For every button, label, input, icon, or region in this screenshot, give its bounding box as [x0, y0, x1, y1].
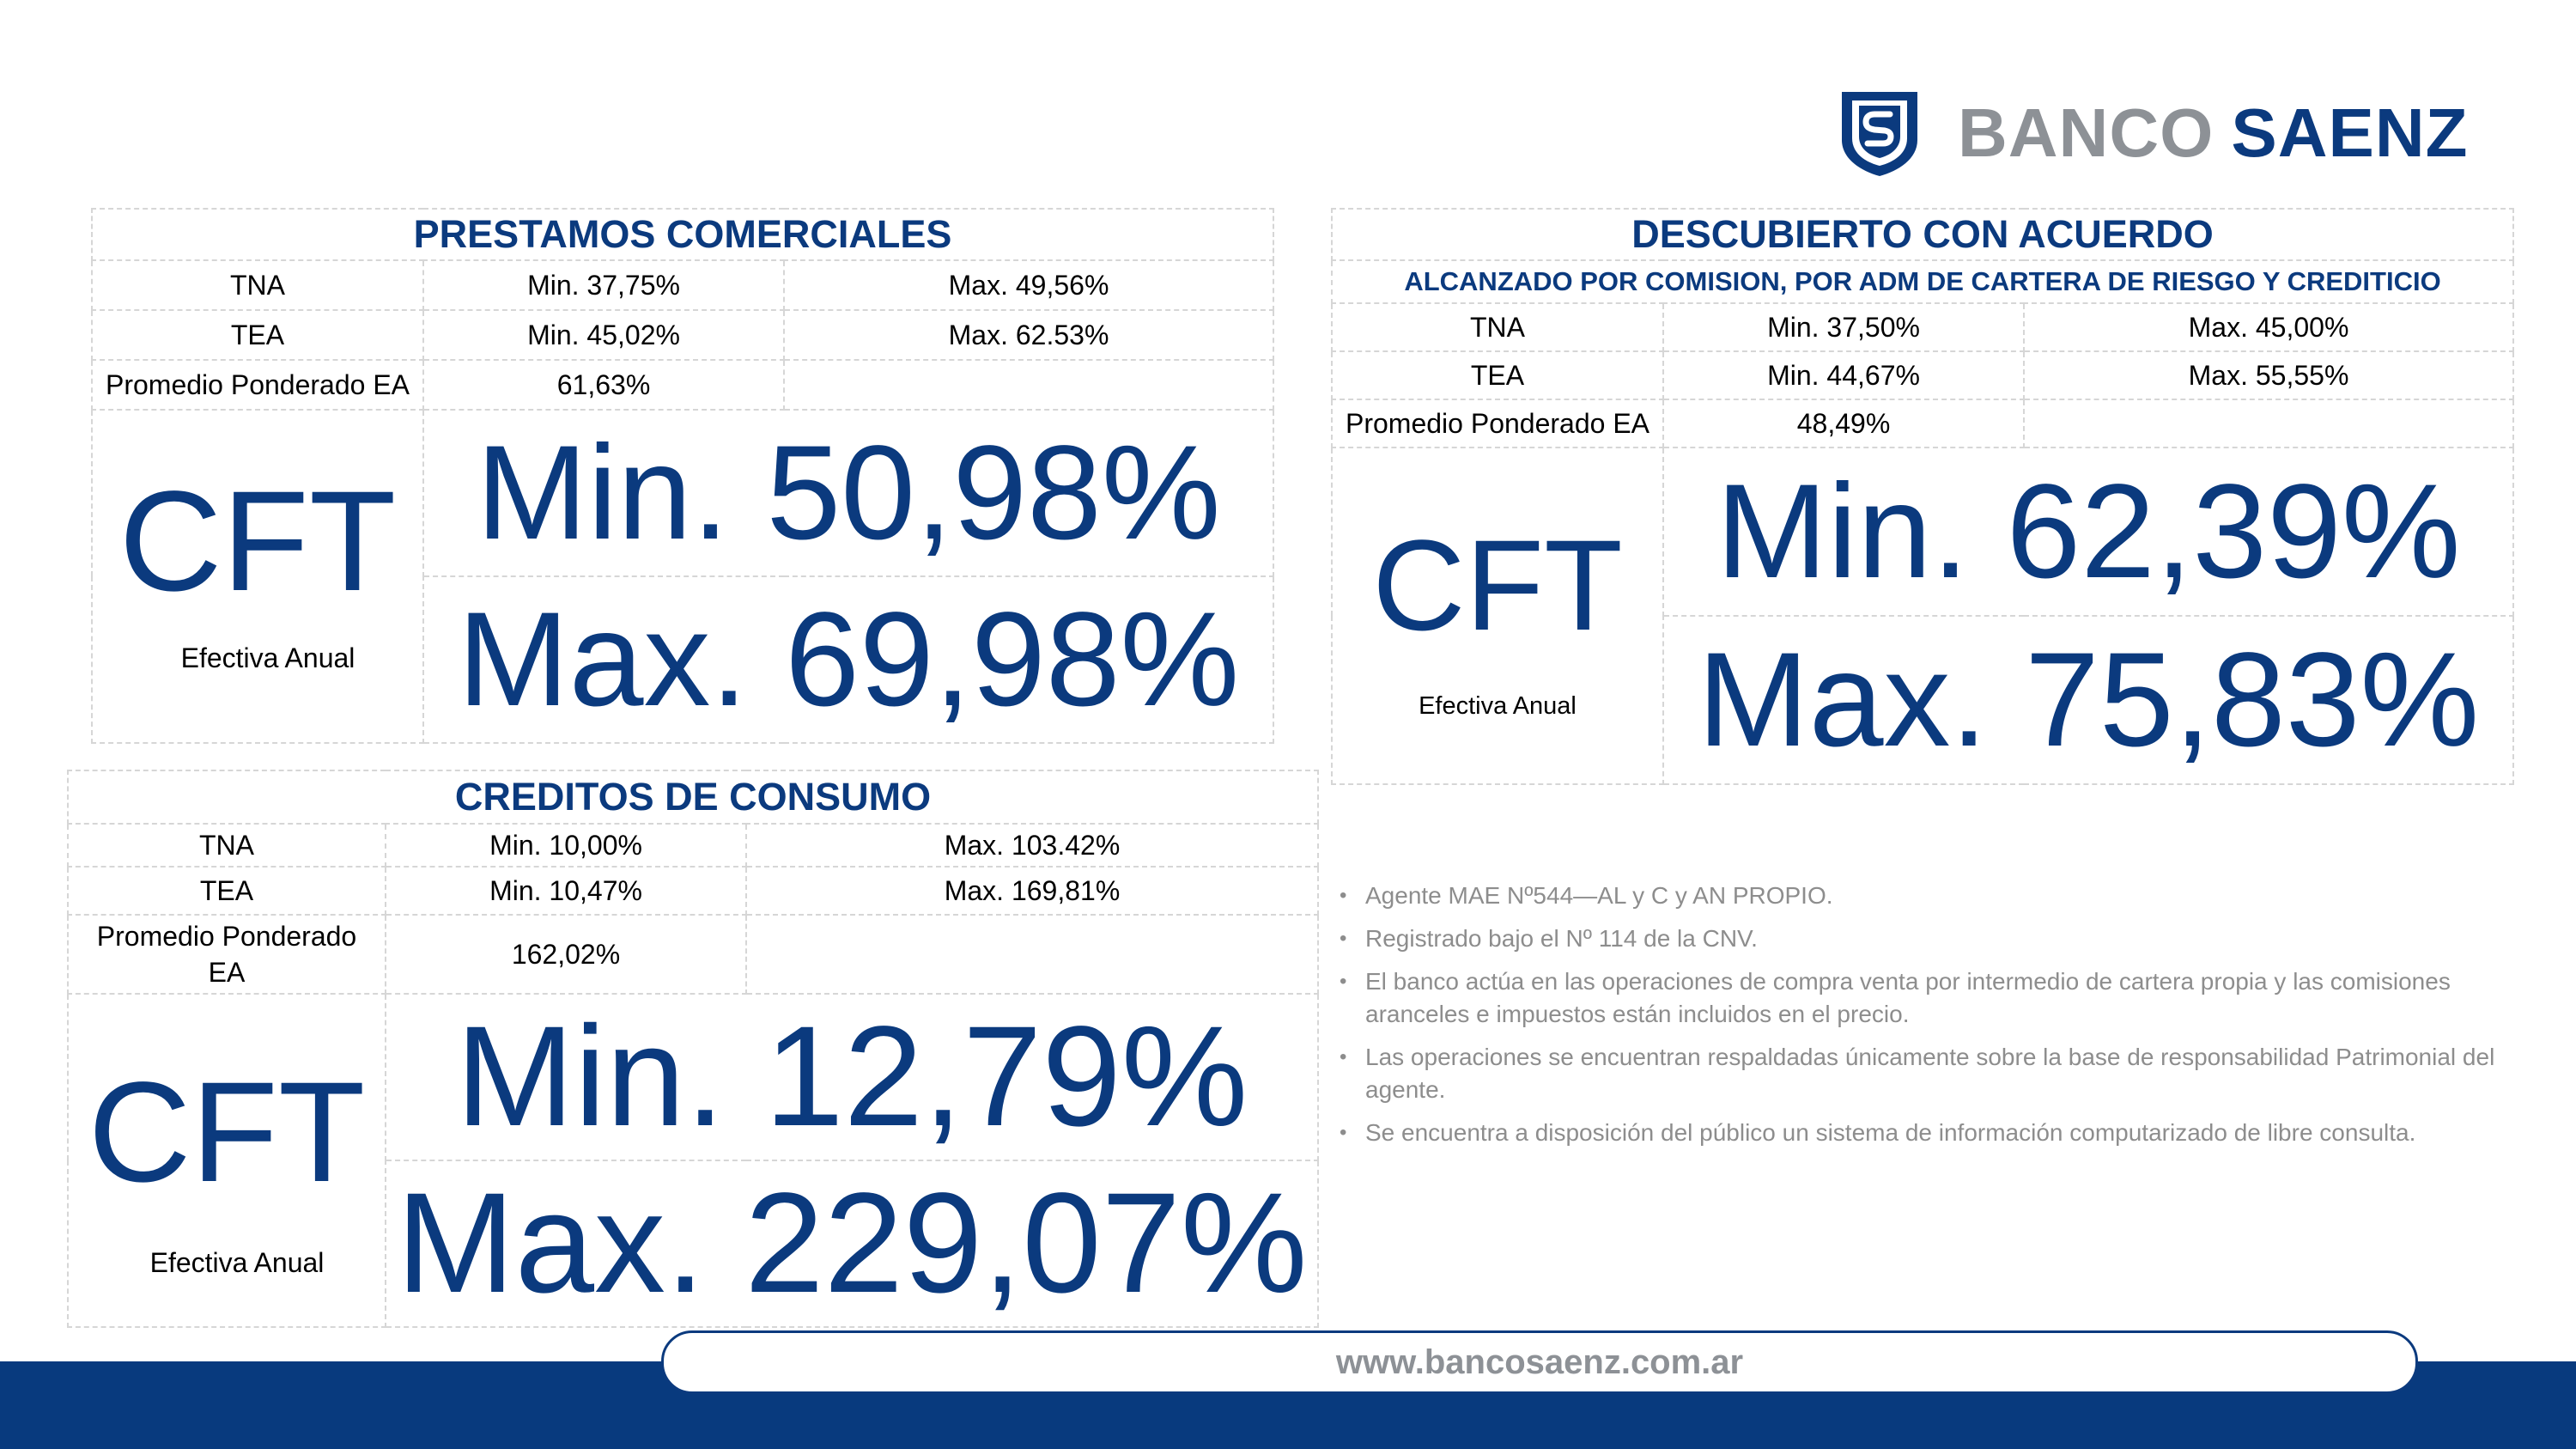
tna-max: Max. 49,56%	[782, 259, 1275, 311]
tea-min: Min. 45,02%	[422, 309, 785, 361]
section-title: PRESTAMOS COMERCIALES	[90, 208, 1275, 261]
row-label-tna: TNA	[67, 823, 386, 868]
disclaimer-notes: Agente MAE Nº544—AL y C y AN PROPIO. Reg…	[1340, 880, 2524, 1160]
row-label-tna: TNA	[91, 259, 424, 311]
descubierto-table: DESCUBIERTO CON ACUERDO ALCANZADO POR CO…	[1330, 208, 2515, 785]
tna-max: Max. 103.42%	[745, 823, 1319, 868]
bank-logo: BANCO SAENZ	[1836, 86, 2468, 180]
promedio-label-line2: EA	[208, 957, 246, 988]
efectiva-anual-label: Efectiva Anual	[149, 1247, 325, 1278]
tna-min: Min. 37,75%	[422, 259, 785, 311]
promedio-value: 162,02%	[385, 914, 747, 995]
cft-label-cell: CFT Efectiva Anual	[1331, 447, 1664, 785]
cft-max: Max. 69,98%	[422, 575, 1275, 744]
empty-cell	[2022, 399, 2515, 448]
tna-min: Min. 10,00%	[385, 823, 747, 868]
row-label-tea: TEA	[1331, 350, 1664, 400]
section-title: CREDITOS DE CONSUMO	[67, 770, 1319, 825]
efectiva-anual-label: Efectiva Anual	[1419, 692, 1577, 720]
promedio-value: 61,63%	[422, 359, 785, 411]
website-url[interactable]: www.bancosaenz.com.ar	[1335, 1342, 1744, 1381]
row-label-tea: TEA	[67, 866, 386, 916]
promedio-label-line1: Promedio Ponderado	[96, 921, 357, 952]
promedio-value: 48,49%	[1662, 399, 2025, 448]
brand-word-saenz: SAENZ	[2231, 94, 2469, 171]
shield-s-icon	[1842, 92, 1917, 176]
tea-min: Min. 44,67%	[1662, 350, 2025, 400]
cft-min: Min. 50,98%	[422, 409, 1275, 577]
cft-label-cell: CFT Efectiva Anual	[91, 409, 424, 744]
tna-min: Min. 37,50%	[1662, 302, 2025, 352]
tea-max: Max. 55,55%	[2022, 350, 2515, 400]
note-item: Las operaciones se encuentran respaldada…	[1340, 1041, 2524, 1106]
cft-label: CFT	[118, 462, 397, 621]
website-url-pill[interactable]: www.bancosaenz.com.ar	[661, 1330, 2418, 1394]
creditos-consumo-table: CREDITOS DE CONSUMO TNA Min. 10,00% Max.…	[67, 770, 1319, 1328]
tea-max: Max. 169,81%	[745, 866, 1319, 916]
prestamos-comerciales-table: PRESTAMOS COMERCIALES TNA Min. 37,75% Ma…	[90, 208, 1275, 744]
cft-label: CFT	[1372, 513, 1623, 657]
cft-min: Min. 62,39%	[1662, 447, 2515, 617]
cft-max: Max. 229,07%	[385, 1160, 1319, 1328]
row-label-tea: TEA	[91, 309, 424, 361]
tea-max: Max. 62.53%	[782, 309, 1275, 361]
note-item: Registrado bajo el Nº 114 de la CNV.	[1340, 922, 2524, 955]
section-title: DESCUBIERTO CON ACUERDO	[1330, 208, 2515, 261]
brand-word-banco: BANCO	[1958, 94, 2215, 171]
cft-label: CFT	[88, 1053, 366, 1212]
tna-max: Max. 45,00%	[2022, 302, 2515, 352]
section-subtitle: ALCANZADO POR COMISION, POR ADM DE CARTE…	[1330, 259, 2515, 304]
row-label-tna: TNA	[1331, 302, 1664, 352]
cft-min: Min. 12,79%	[385, 993, 1319, 1161]
efectiva-anual-label: Efectiva Anual	[180, 642, 355, 673]
row-label-promedio: Promedio Ponderado EA	[67, 914, 386, 995]
note-item: El banco actúa en las operaciones de com…	[1340, 965, 2524, 1031]
cft-max: Max. 75,83%	[1662, 615, 2515, 785]
note-item: Se encuentra a disposición del público u…	[1340, 1117, 2524, 1149]
row-label-promedio: Promedio Ponderado EA	[91, 359, 424, 411]
tea-min: Min. 10,47%	[385, 866, 747, 916]
empty-cell	[745, 914, 1319, 995]
empty-cell	[782, 359, 1275, 411]
note-item: Agente MAE Nº544—AL y C y AN PROPIO.	[1340, 880, 2524, 912]
cft-label-cell: CFT Efectiva Anual	[67, 993, 386, 1328]
row-label-promedio: Promedio Ponderado EA	[1331, 399, 1664, 448]
